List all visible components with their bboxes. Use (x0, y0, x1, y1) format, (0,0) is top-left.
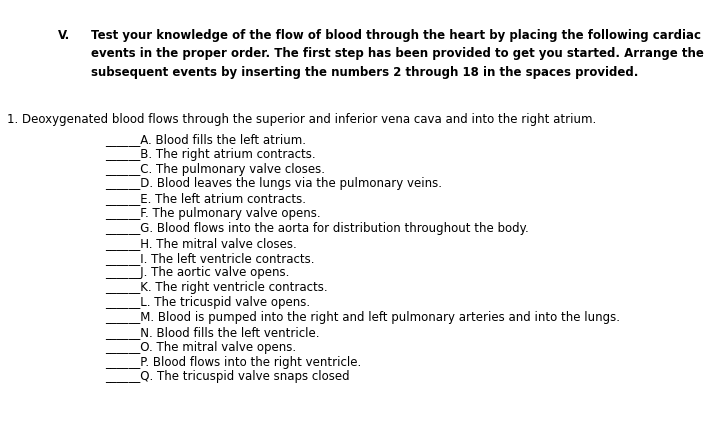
Text: ______F. The pulmonary valve opens.: ______F. The pulmonary valve opens. (105, 207, 320, 220)
Text: ______C. The pulmonary valve closes.: ______C. The pulmonary valve closes. (105, 163, 325, 175)
Text: ______B. The right atrium contracts.: ______B. The right atrium contracts. (105, 148, 316, 161)
Text: ______D. Blood leaves the lungs via the pulmonary veins.: ______D. Blood leaves the lungs via the … (105, 178, 442, 190)
Text: ______M. Blood is pumped into the right and left pulmonary arteries and into the: ______M. Blood is pumped into the right … (105, 311, 620, 324)
Text: ______K. The right ventricle contracts.: ______K. The right ventricle contracts. (105, 281, 328, 294)
Text: ______I. The left ventricle contracts.: ______I. The left ventricle contracts. (105, 252, 314, 264)
Text: 1. Deoxygenated blood flows through the superior and inferior vena cava and into: 1. Deoxygenated blood flows through the … (7, 113, 596, 126)
Text: ______H. The mitral valve closes.: ______H. The mitral valve closes. (105, 237, 296, 250)
Text: ______L. The tricuspid valve opens.: ______L. The tricuspid valve opens. (105, 296, 310, 309)
Text: ______O. The mitral valve opens.: ______O. The mitral valve opens. (105, 341, 296, 354)
Text: ______A. Blood fills the left atrium.: ______A. Blood fills the left atrium. (105, 133, 306, 146)
Text: Test your knowledge of the flow of blood through the heart by placing the follow: Test your knowledge of the flow of blood… (91, 29, 703, 79)
Text: V.: V. (58, 29, 70, 42)
Text: ______J. The aortic valve opens.: ______J. The aortic valve opens. (105, 267, 289, 280)
Text: ______G. Blood flows into the aorta for distribution throughout the body.: ______G. Blood flows into the aorta for … (105, 222, 529, 235)
Text: ______P. Blood flows into the right ventricle.: ______P. Blood flows into the right vent… (105, 356, 361, 369)
Text: ______E. The left atrium contracts.: ______E. The left atrium contracts. (105, 192, 306, 205)
Text: ______Q. The tricuspid valve snaps closed: ______Q. The tricuspid valve snaps close… (105, 370, 350, 383)
Text: ______N. Blood fills the left ventricle.: ______N. Blood fills the left ventricle. (105, 326, 320, 339)
